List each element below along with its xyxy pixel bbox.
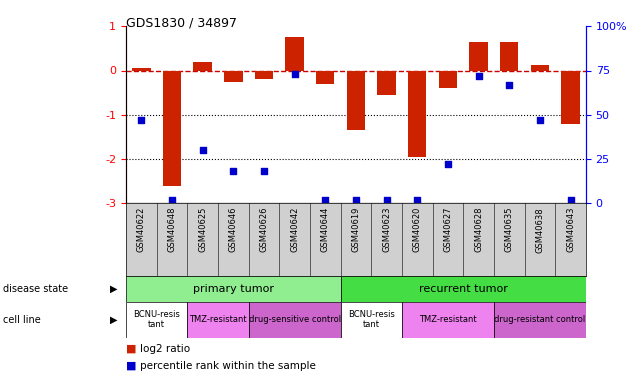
Text: disease state: disease state [3,284,68,294]
Text: BCNU-resis
tant: BCNU-resis tant [133,310,180,329]
Text: GSM40619: GSM40619 [352,207,360,252]
Point [382,197,392,203]
Text: GSM40638: GSM40638 [536,207,544,252]
Bar [126,276,341,302]
Point [167,197,177,203]
Text: GSM40646: GSM40646 [229,207,238,252]
Bar [163,70,181,186]
Text: GSM40620: GSM40620 [413,207,421,252]
Point [228,168,238,174]
Bar [193,62,212,70]
Bar [561,70,580,124]
Text: log2 ratio: log2 ratio [140,344,190,354]
Text: BCNU-resis
tant: BCNU-resis tant [348,310,395,329]
Text: GSM40626: GSM40626 [260,207,268,252]
Bar [285,38,304,70]
Bar [469,42,488,70]
Text: GSM40622: GSM40622 [137,207,146,252]
Text: drug-sensitive control: drug-sensitive control [249,315,341,324]
Point [474,73,484,79]
Text: GSM40635: GSM40635 [505,207,513,252]
Point [504,82,514,88]
Text: GSM40625: GSM40625 [198,207,207,252]
Point [320,197,330,203]
Point [136,117,146,123]
Text: ▶: ▶ [110,284,118,294]
Text: GSM40642: GSM40642 [290,207,299,252]
Text: ■: ■ [126,361,137,370]
Text: percentile rank within the sample: percentile rank within the sample [140,361,316,370]
Bar [132,68,151,70]
Point [535,117,545,123]
Point [259,168,269,174]
Bar [408,70,427,157]
Text: cell line: cell line [3,315,41,325]
Bar [346,70,365,130]
Bar [249,302,341,338]
Text: drug-resistant control: drug-resistant control [495,315,585,324]
Bar [187,302,249,338]
Point [351,197,361,203]
Bar [402,302,494,338]
Bar [341,302,402,338]
Text: ▶: ▶ [110,315,118,325]
Text: GSM40644: GSM40644 [321,207,329,252]
Bar [438,70,457,88]
Bar [126,302,187,338]
Bar [377,70,396,95]
Bar [341,276,586,302]
Point [198,147,208,153]
Text: GDS1830 / 34897: GDS1830 / 34897 [126,17,237,30]
Bar [494,302,586,338]
Text: GSM40648: GSM40648 [168,207,176,252]
Point [290,71,300,77]
Text: TMZ-resistant: TMZ-resistant [189,315,247,324]
Text: primary tumor: primary tumor [193,284,274,294]
Text: recurrent tumor: recurrent tumor [419,284,508,294]
Text: GSM40623: GSM40623 [382,207,391,252]
Text: GSM40627: GSM40627 [444,207,452,252]
Bar [500,42,518,70]
Bar [530,65,549,70]
Bar [224,70,243,82]
Point [443,161,453,167]
Bar [316,70,335,84]
Text: ■: ■ [126,344,137,354]
Text: GSM40643: GSM40643 [566,207,575,252]
Point [412,197,422,203]
Text: GSM40628: GSM40628 [474,207,483,252]
Text: TMZ-resistant: TMZ-resistant [419,315,477,324]
Point [566,197,576,203]
Bar [255,70,273,80]
